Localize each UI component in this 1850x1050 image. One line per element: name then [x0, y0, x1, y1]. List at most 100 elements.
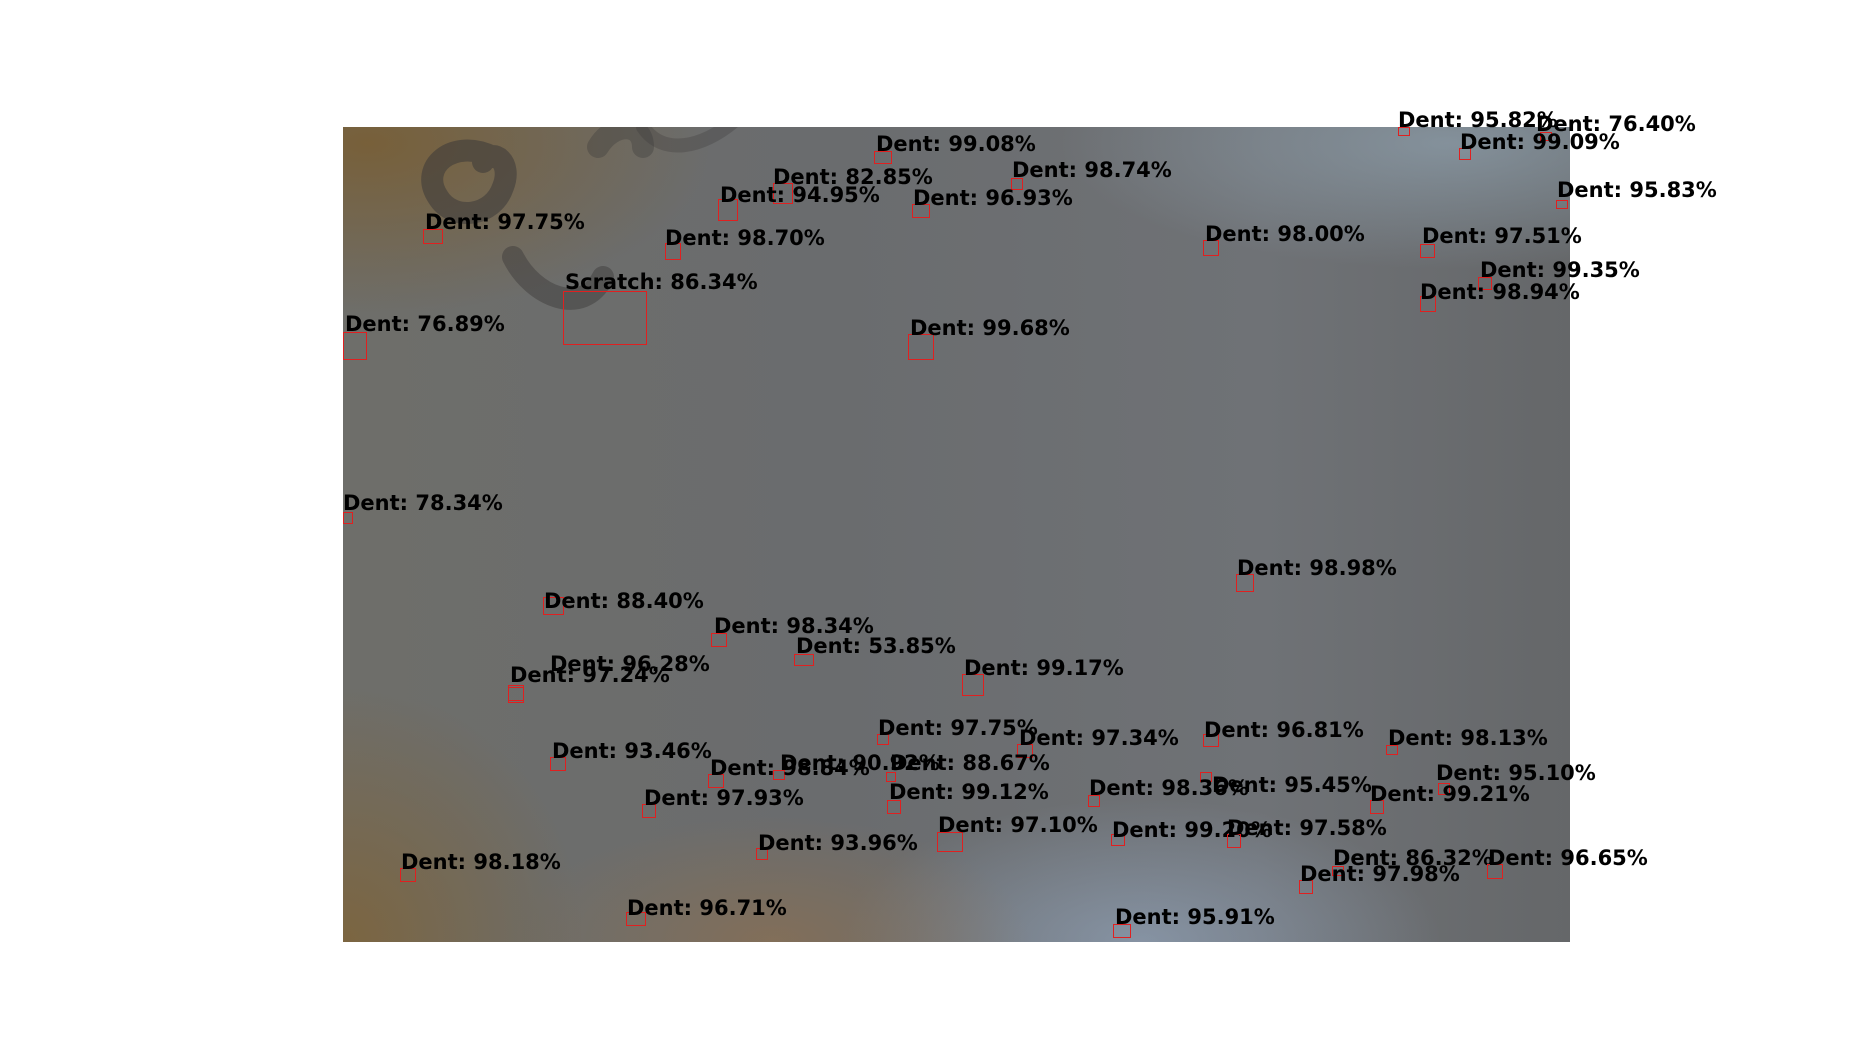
detection-box	[550, 757, 566, 771]
detection-box	[874, 151, 892, 164]
detection-label: Dent: 97.10%	[938, 813, 1098, 837]
detection-box	[962, 674, 984, 696]
detection-box	[400, 868, 416, 882]
detection-label: Dent: 98.84%	[710, 756, 870, 780]
detection-label: Dent: 97.75%	[425, 210, 585, 234]
detection-box	[1420, 296, 1436, 312]
detection-label: Dent: 97.51%	[1422, 224, 1582, 248]
detection-box	[543, 597, 564, 615]
detection-label: Dent: 95.45%	[1212, 773, 1372, 797]
detection-label: Dent: 90.92%	[780, 751, 940, 775]
detection-label: Dent: 96.65%	[1488, 846, 1648, 870]
detection-label: Dent: 99.08%	[876, 132, 1036, 156]
detection-box	[1227, 834, 1241, 848]
detection-box	[1088, 795, 1100, 807]
detection-label: Dent: 76.89%	[345, 312, 505, 336]
detection-label: Dent: 99.21%	[1370, 782, 1530, 806]
detection-box	[877, 734, 889, 745]
detection-label: Dent: 97.24%	[510, 663, 670, 687]
detection-label: Dent: 88.67%	[890, 751, 1050, 775]
detection-label: Dent: 95.10%	[1436, 761, 1596, 785]
detection-box	[718, 199, 738, 221]
detection-label: Dent: 99.35%	[1480, 258, 1640, 282]
detection-box	[1556, 200, 1568, 209]
detection-box	[343, 512, 353, 524]
detection-box	[794, 654, 814, 666]
detection-box	[343, 332, 367, 360]
detection-box	[1113, 924, 1131, 938]
detection-label: Dent: 99.17%	[964, 656, 1124, 680]
detection-box	[1438, 783, 1450, 795]
detection-box	[642, 804, 656, 818]
detection-box	[1487, 864, 1503, 879]
detection-box	[665, 243, 681, 260]
detection-box	[1459, 148, 1471, 160]
detection-label: Dent: 95.82%	[1398, 108, 1558, 132]
detection-box	[1011, 178, 1023, 190]
detection-box	[912, 204, 930, 218]
detection-box	[423, 229, 443, 244]
detection-box	[773, 183, 793, 204]
detection-label: Dent: 95.91%	[1115, 905, 1275, 929]
detection-box	[773, 770, 785, 780]
detection-label: Dent: 82.85%	[773, 165, 933, 189]
detection-box	[1332, 866, 1344, 876]
detection-box	[1398, 127, 1410, 136]
detection-label: Dent: 95.83%	[1557, 178, 1717, 202]
detection-box	[1370, 800, 1384, 814]
detection-label: Dent: 98.70%	[665, 226, 825, 250]
surface-marks	[421, 127, 738, 310]
detection-box	[937, 832, 963, 852]
detection-label: Dent: 99.68%	[910, 316, 1070, 340]
detection-label: Dent: 53.85%	[796, 634, 956, 658]
detection-box	[1299, 880, 1313, 894]
detection-box	[1420, 244, 1435, 258]
detection-label: Dent: 98.98%	[1237, 556, 1397, 580]
detection-label: Dent: 93.96%	[758, 831, 918, 855]
detection-label: Dent: 97.58%	[1227, 816, 1387, 840]
detection-box	[626, 912, 646, 926]
detection-box	[708, 774, 724, 788]
detection-box	[563, 291, 647, 345]
detection-box	[1478, 277, 1492, 290]
detection-label: Dent: 97.98%	[1300, 862, 1460, 886]
detection-label: Scratch: 86.34%	[565, 270, 758, 294]
detection-box	[1017, 744, 1033, 758]
detection-box	[886, 772, 896, 782]
detection-label: Dent: 78.34%	[343, 491, 503, 515]
detection-label: Dent: 88.40%	[544, 589, 704, 613]
detection-label: Dent: 97.34%	[1019, 726, 1179, 750]
detection-box	[1111, 834, 1125, 846]
detection-box	[508, 687, 524, 703]
detection-label: Dent: 93.46%	[552, 739, 712, 763]
detection-box	[1203, 240, 1219, 256]
detection-label: Dent: 96.71%	[627, 896, 787, 920]
detection-box	[1203, 734, 1219, 747]
detection-label: Dent: 98.74%	[1012, 158, 1172, 182]
detection-label: Dent: 76.40%	[1536, 112, 1696, 136]
detection-label: Dent: 98.36%	[1089, 776, 1249, 800]
detection-box	[887, 800, 901, 814]
detection-label: Dent: 98.18%	[401, 850, 561, 874]
detection-label: Dent: 99.12%	[889, 780, 1049, 804]
detection-label: Dent: 96.81%	[1204, 718, 1364, 742]
inspection-photo	[343, 127, 1570, 942]
detection-box	[1200, 772, 1212, 782]
detection-box	[711, 633, 727, 647]
detection-label: Dent: 94.95%	[720, 183, 880, 207]
detection-label: Dent: 98.34%	[714, 614, 874, 638]
detection-label: Dent: 86.32%	[1333, 846, 1493, 870]
detection-label: Dent: 98.94%	[1420, 280, 1580, 304]
detection-label: Dent: 98.13%	[1388, 726, 1548, 750]
detection-label: Dent: 98.00%	[1205, 222, 1365, 246]
detection-label: Dent: 96.28%	[550, 652, 710, 676]
detection-box	[1540, 132, 1552, 141]
detection-label: Dent: 97.75%	[878, 716, 1038, 740]
detection-box	[1386, 745, 1398, 755]
detection-label: Dent: 97.93%	[644, 786, 804, 810]
detection-box	[908, 334, 934, 360]
detection-label: Dent: 99.09%	[1460, 130, 1620, 154]
detection-label: Dent: 99.20%	[1112, 818, 1272, 842]
detection-box	[756, 848, 768, 860]
detection-box	[1236, 574, 1254, 592]
